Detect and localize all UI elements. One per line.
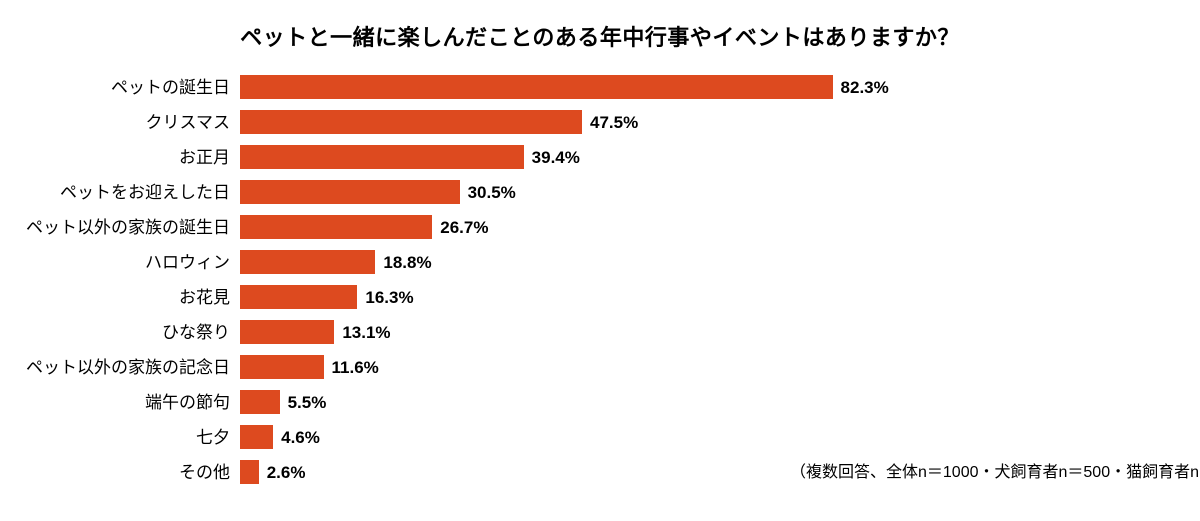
value-label: 18.8% [383, 245, 431, 280]
bar [240, 320, 334, 344]
chart-row: お花見16.3% [240, 280, 1140, 315]
category-label: ハロウィン [145, 245, 230, 280]
bar [240, 75, 833, 99]
category-label: その他 [179, 455, 230, 490]
bar [240, 425, 273, 449]
value-label: 4.6% [281, 420, 320, 455]
chart-row: ペット以外の家族の誕生日26.7% [240, 210, 1140, 245]
bar [240, 355, 324, 379]
category-label: ペット以外の家族の誕生日 [26, 210, 230, 245]
value-label: 26.7% [440, 210, 488, 245]
bar [240, 460, 259, 484]
chart-row: お正月39.4% [240, 140, 1140, 175]
value-label: 82.3% [841, 70, 889, 105]
bar [240, 110, 582, 134]
chart-plot-area: ペットの誕生日82.3%クリスマス47.5%お正月39.4%ペットをお迎えした日… [240, 70, 1140, 500]
bar [240, 180, 460, 204]
category-label: ペットをお迎えした日 [60, 175, 230, 210]
value-label: 13.1% [342, 315, 390, 350]
value-label: 16.3% [365, 280, 413, 315]
chart-row: クリスマス47.5% [240, 105, 1140, 140]
chart-row: 端午の節句5.5% [240, 385, 1140, 420]
value-label: 5.5% [288, 385, 327, 420]
value-label: 47.5% [590, 105, 638, 140]
chart-row: ペットをお迎えした日30.5% [240, 175, 1140, 210]
chart-row: ハロウィン18.8% [240, 245, 1140, 280]
chart-row: ペット以外の家族の記念日11.6% [240, 350, 1140, 385]
category-label: クリスマス [146, 105, 231, 140]
category-label: 端午の節句 [145, 385, 230, 420]
value-label: 39.4% [532, 140, 580, 175]
chart-row: 七夕4.6% [240, 420, 1140, 455]
value-label: 11.6% [332, 350, 379, 385]
chart-title: ペットと一緒に楽しんだことのある年中行事やイベントはありますか？ [0, 20, 1200, 52]
category-label: 七夕 [196, 420, 230, 455]
bar [240, 145, 524, 169]
value-label: 30.5% [468, 175, 516, 210]
bar [240, 285, 357, 309]
bar-chart: ペットと一緒に楽しんだことのある年中行事やイベントはありますか？ ペットの誕生日… [0, 0, 1200, 521]
chart-row: ひな祭り13.1% [240, 315, 1140, 350]
category-label: ひな祭り [162, 315, 230, 350]
bar [240, 250, 375, 274]
category-label: お正月 [179, 140, 230, 175]
bar [240, 215, 432, 239]
category-label: ペットの誕生日 [111, 70, 230, 105]
chart-row: ペットの誕生日82.3% [240, 70, 1140, 105]
bar [240, 390, 280, 414]
category-label: お花見 [179, 280, 230, 315]
category-label: ペット以外の家族の記念日 [26, 350, 230, 385]
chart-footnote: （複数回答、全体n＝1000・犬飼育者n＝500・猫飼育者n＝500） [790, 455, 1200, 490]
value-label: 2.6% [267, 455, 306, 490]
